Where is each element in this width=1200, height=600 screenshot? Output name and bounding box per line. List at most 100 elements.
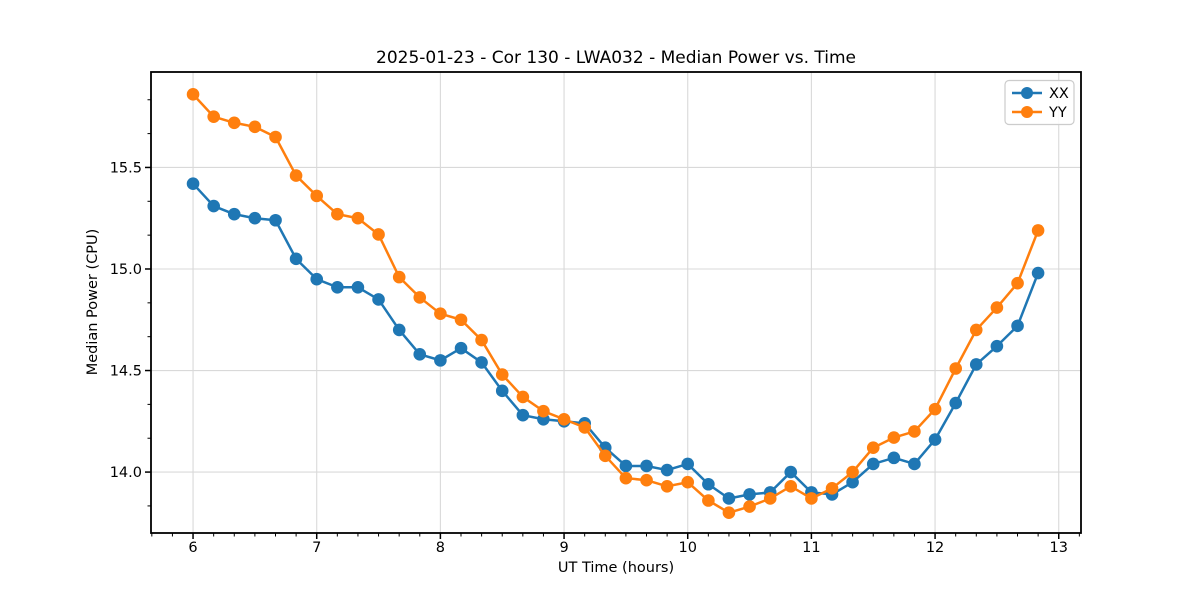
x-tick-label: 10 [679, 540, 697, 556]
data-point-YY [537, 404, 550, 418]
data-point-YY [227, 116, 241, 130]
data-point-XX [722, 492, 736, 505]
data-point-XX [619, 459, 633, 473]
legend-marker [1021, 87, 1033, 99]
data-point-YY [248, 120, 262, 134]
x-tick-label: 13 [1050, 540, 1068, 556]
data-point-YY [990, 301, 1004, 314]
data-point-XX [454, 341, 468, 355]
data-point-YY [557, 412, 571, 426]
data-point-YY [598, 449, 612, 463]
data-point-XX [640, 459, 653, 473]
y-tick-label: 14.0 [110, 465, 142, 481]
data-point-XX [928, 433, 942, 446]
data-point-YY [186, 88, 200, 101]
data-point-XX [743, 488, 756, 501]
data-point-YY [351, 211, 365, 225]
data-point-YY [866, 441, 880, 455]
data-point-XX [413, 347, 427, 361]
data-point-YY [454, 313, 468, 327]
data-point-XX [310, 272, 324, 286]
data-point-YY [269, 130, 282, 144]
data-point-YY [207, 110, 220, 123]
legend-entry-YY: YY [1012, 105, 1067, 121]
data-point-XX [784, 465, 798, 479]
data-point-XX [887, 451, 901, 465]
data-point-XX [1011, 319, 1024, 333]
legend: XX YY [1004, 79, 1075, 126]
series-XX [186, 177, 1045, 505]
data-point-XX [475, 356, 488, 369]
data-point-YY [660, 479, 674, 493]
data-point-YY [578, 421, 592, 434]
data-point-YY [619, 471, 633, 485]
data-point-YY [681, 475, 695, 489]
data-point-YY [331, 207, 344, 221]
data-point-YY [908, 425, 921, 438]
data-point-XX [227, 207, 241, 221]
data-point-YY [1031, 224, 1045, 237]
data-point-YY [887, 431, 901, 444]
data-point-YY [434, 307, 447, 320]
data-point-XX [908, 457, 921, 471]
axes-layer: 6 7 8 9 10 11 12 13 14.0 14.5 15.0 15.5 [110, 71, 1082, 556]
data-point-XX [702, 477, 715, 491]
y-tick-label: 15.5 [110, 160, 142, 176]
legend-label: XX [1049, 86, 1069, 102]
x-tick-label: 7 [312, 540, 321, 556]
data-point-XX [434, 354, 447, 367]
legend-marker [1021, 106, 1033, 118]
data-point-XX [186, 177, 200, 190]
data-point-XX [949, 396, 963, 410]
data-point-XX [495, 384, 509, 398]
series-YY [186, 88, 1045, 519]
x-tick-label: 11 [802, 540, 820, 556]
data-point-XX [681, 457, 695, 471]
data-point-YY [722, 506, 736, 519]
data-point-YY [640, 473, 653, 487]
data-point-YY [392, 270, 406, 284]
y-tick-label: 15.0 [110, 262, 142, 278]
data-point-YY [702, 494, 715, 507]
data-point-XX [990, 339, 1004, 353]
data-point-YY [743, 500, 756, 513]
data-point-YY [969, 323, 983, 337]
y-tick-label: 14.5 [110, 364, 142, 380]
data-point-YY [516, 390, 530, 404]
data-point-XX [351, 280, 365, 294]
legend-entry-XX: XX [1012, 86, 1069, 102]
x-tick-label: 6 [188, 540, 197, 556]
data-point-XX [1031, 266, 1045, 280]
data-point-XX [866, 457, 880, 471]
data-point-YY [784, 479, 798, 493]
data-point-YY [475, 333, 488, 347]
data-point-YY [949, 362, 963, 375]
data-point-XX [516, 408, 530, 422]
x-tick-label: 8 [436, 540, 445, 556]
data-point-XX [289, 252, 303, 266]
data-point-XX [969, 358, 983, 371]
x-tick-label: 9 [559, 540, 568, 556]
data-point-XX [846, 475, 859, 489]
data-point-XX [248, 211, 262, 225]
x-axis-label: UT Time (hours) [558, 560, 674, 576]
data-point-YY [310, 189, 324, 203]
x-tick-label: 12 [926, 540, 944, 556]
data-point-YY [846, 465, 859, 479]
data-point-YY [289, 169, 303, 182]
data-point-XX [207, 199, 220, 213]
data-point-YY [495, 368, 509, 381]
data-point-XX [269, 213, 282, 227]
data-point-YY [805, 492, 818, 505]
series-layer [186, 88, 1045, 519]
data-point-XX [331, 280, 344, 294]
y-axis-label: Median Power (CPU) [85, 229, 101, 376]
grid-layer [151, 72, 1081, 533]
legend-label: YY [1048, 105, 1067, 121]
data-point-YY [763, 492, 777, 505]
chart-title: 2025-01-23 - Cor 130 - LWA032 - Median P… [376, 48, 856, 68]
data-point-YY [372, 228, 385, 241]
data-point-XX [660, 463, 674, 477]
